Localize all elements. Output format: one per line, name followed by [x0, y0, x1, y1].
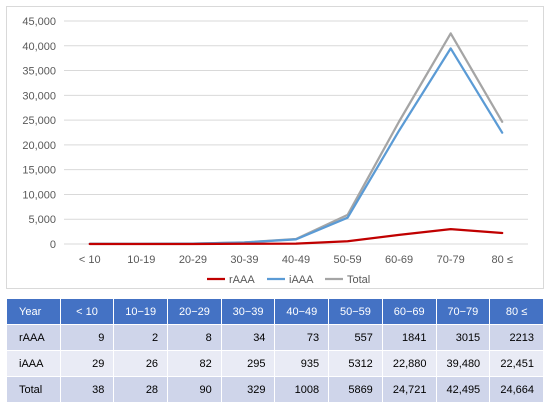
table-cell: 1008 — [274, 376, 330, 403]
table-header-cell: 30−39 — [220, 298, 276, 325]
table-header-cell: 60−69 — [381, 298, 437, 325]
legend-label-raaa: rAAA — [229, 274, 255, 286]
x-tick-label: 80 ≤ — [492, 254, 513, 266]
y-tick-label: 30,000 — [22, 90, 56, 102]
table-row-label: rAAA — [6, 324, 61, 351]
x-tick-label: 50-59 — [333, 254, 361, 266]
table-cell: 5312 — [328, 350, 383, 377]
table-header-cell: 80 ≤ — [489, 298, 544, 325]
table-cell: 34 — [220, 324, 276, 351]
x-tick-label: 20-29 — [179, 254, 207, 266]
table-cell: 82 — [167, 350, 222, 377]
table-header-cell: 10−19 — [113, 298, 169, 325]
table-cell: 38 — [59, 376, 115, 403]
table-row: iAAA 29 26 82 295 935 5312 22,880 39,480… — [6, 350, 544, 377]
series-line-raaa — [88, 227, 504, 246]
chart-area: 0 5,000 10,000 15,000 20,000 25,000 30,000 35,0… — [6, 6, 544, 289]
x-tick-label: 10-19 — [127, 254, 155, 266]
table-header-cell: < 10 — [59, 298, 115, 325]
table-cell: 2 — [113, 324, 169, 351]
table-row: rAAA 9 2 8 34 73 557 1841 3015 2213 — [6, 324, 544, 351]
legend: rAAA iAAA Total — [207, 274, 370, 286]
table-cell: 24,664 — [489, 376, 544, 403]
table-header-cell: 50−59 — [328, 298, 383, 325]
table-cell: 28 — [113, 376, 169, 403]
y-tick-label: 15,000 — [22, 165, 56, 177]
table-header-row: Year < 10 10−19 20−29 30−39 40−49 50−59 … — [6, 298, 544, 325]
table-cell: 8 — [167, 324, 222, 351]
x-tick-label: 30-39 — [230, 254, 258, 266]
table-cell: 1841 — [381, 324, 437, 351]
legend-label-total: Total — [347, 274, 370, 286]
table-row-label: Total — [6, 376, 61, 403]
y-tick-label: 10,000 — [22, 189, 56, 201]
series-lines — [88, 32, 504, 246]
x-tick-label: 40-49 — [282, 254, 310, 266]
x-axis-ticks: < 10 10-19 20-29 30-39 40-49 50-59 60-69 70-79 8… — [79, 254, 513, 266]
table-cell: 26 — [113, 350, 169, 377]
data-table: Year < 10 10−19 20−29 30−39 40−49 50−59 … — [6, 298, 544, 403]
table-cell: 22,451 — [489, 350, 544, 377]
gridlines — [64, 20, 528, 245]
table-cell: 42,495 — [435, 376, 491, 403]
x-tick-label: < 10 — [79, 254, 101, 266]
table-row-label: iAAA — [6, 350, 61, 377]
y-tick-label: 40,000 — [22, 41, 56, 53]
y-tick-label: 35,000 — [22, 66, 56, 78]
x-tick-label: 60-69 — [385, 254, 413, 266]
table-cell: 935 — [274, 350, 330, 377]
table-header-cell: 20−29 — [167, 298, 222, 325]
y-tick-label: 0 — [50, 239, 56, 251]
y-axis-ticks: 0 5,000 10,000 15,000 20,000 25,000 30,000 35,0… — [22, 16, 56, 251]
series-line-iaaa — [88, 47, 504, 246]
table-cell: 3015 — [435, 324, 491, 351]
y-tick-label: 20,000 — [22, 140, 56, 152]
table-cell: 90 — [167, 376, 222, 403]
table-cell: 295 — [220, 350, 276, 377]
y-tick-label: 25,000 — [22, 115, 56, 127]
x-tick-label: 70-79 — [437, 254, 465, 266]
y-tick-label: 45,000 — [22, 16, 56, 28]
table-cell: 2213 — [489, 324, 544, 351]
table-cell: 73 — [274, 324, 330, 351]
table-header-cell: 40−49 — [274, 298, 330, 325]
table-header-cell: 70−79 — [435, 298, 491, 325]
table-cell: 24,721 — [381, 376, 437, 403]
table-row: Total 38 28 90 329 1008 5869 24,721 42,4… — [6, 376, 544, 403]
table-cell: 5869 — [328, 376, 383, 403]
table-cell: 29 — [59, 350, 115, 377]
table-cell: 22,880 — [381, 350, 437, 377]
legend-label-iaaa: iAAA — [289, 274, 314, 286]
table-header-cell: Year — [6, 298, 61, 325]
table-cell: 9 — [59, 324, 115, 351]
table-cell: 329 — [220, 376, 276, 403]
line-chart: 0 5,000 10,000 15,000 20,000 25,000 30,000 35,0… — [22, 16, 528, 286]
table-cell: 39,480 — [435, 350, 491, 377]
table-cell: 557 — [328, 324, 383, 351]
y-tick-label: 5,000 — [28, 214, 56, 226]
